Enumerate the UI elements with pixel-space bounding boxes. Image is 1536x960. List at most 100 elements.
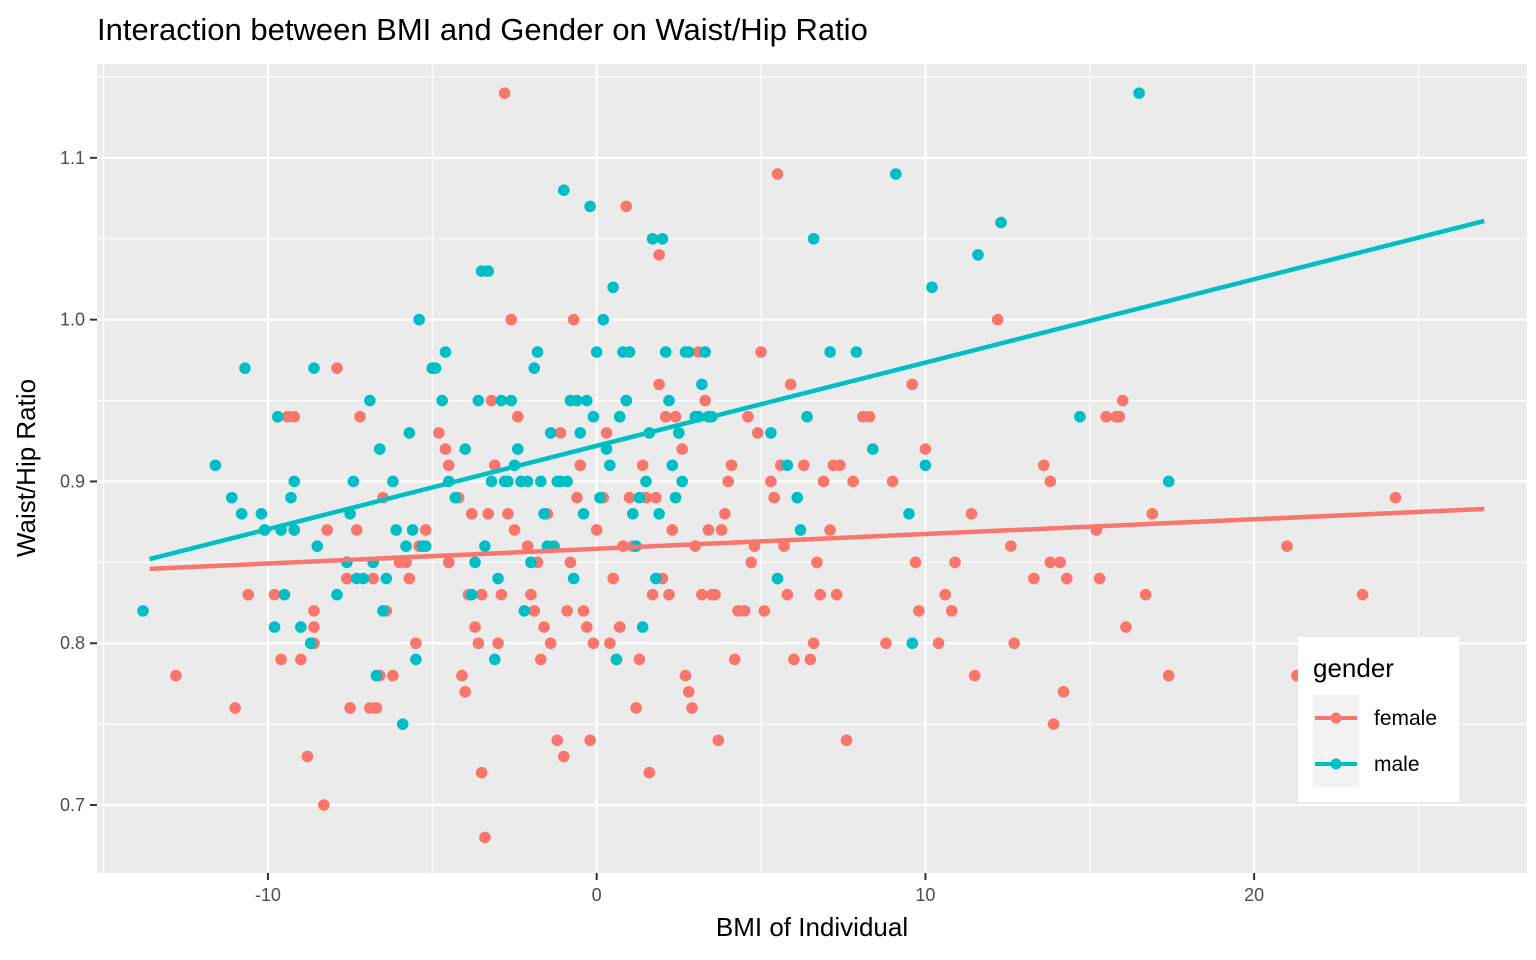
data-point-male xyxy=(304,637,317,650)
data-point-male xyxy=(771,572,784,585)
data-point-female xyxy=(511,410,524,423)
data-point-male xyxy=(429,362,442,374)
data-point-male xyxy=(673,427,685,439)
data-point-female xyxy=(604,637,616,650)
data-point-female xyxy=(738,605,751,617)
data-point-male xyxy=(377,605,389,617)
data-point-female xyxy=(643,766,656,779)
data-point-male xyxy=(646,232,659,245)
data-points xyxy=(137,87,1402,844)
data-point-female xyxy=(1389,491,1402,504)
data-point-male xyxy=(676,475,688,488)
data-point-male xyxy=(824,346,836,358)
data-point-female xyxy=(1057,685,1070,698)
data-point-male xyxy=(538,508,550,520)
data-point-female xyxy=(370,702,383,714)
data-point-female xyxy=(751,427,764,439)
data-point-female xyxy=(492,637,504,650)
data-point-female xyxy=(301,750,314,763)
data-point-female xyxy=(991,313,1004,326)
x-tick-label: 20 xyxy=(1244,885,1264,905)
data-point-male xyxy=(525,556,537,569)
data-point-male xyxy=(801,410,813,423)
data-point-male xyxy=(867,443,879,455)
data-point-male xyxy=(659,346,672,358)
data-point-female xyxy=(229,702,241,714)
data-point-female xyxy=(968,669,981,682)
data-point-male xyxy=(633,491,646,504)
data-point-male xyxy=(587,410,600,423)
data-point-male xyxy=(505,394,518,407)
data-point-male xyxy=(653,508,665,520)
data-point-male xyxy=(1074,410,1086,423)
data-point-male xyxy=(682,346,695,358)
data-point-male xyxy=(521,475,534,488)
legend-dot-female xyxy=(1330,712,1342,724)
data-point-male xyxy=(531,346,544,358)
data-point-female xyxy=(1120,621,1132,633)
data-point-female xyxy=(669,410,682,423)
data-point-female xyxy=(1116,394,1129,407)
major-gridlines xyxy=(97,64,1527,873)
data-point-female xyxy=(331,362,343,374)
data-point-male xyxy=(620,394,633,407)
data-point-male xyxy=(640,475,652,488)
data-point-female xyxy=(1281,540,1293,552)
data-point-female xyxy=(1037,459,1050,472)
data-point-female xyxy=(1054,556,1066,569)
data-point-female xyxy=(725,459,738,472)
x-axis-title: BMI of Individual xyxy=(716,912,908,942)
data-point-male xyxy=(594,491,606,504)
data-point-female xyxy=(170,669,182,682)
fit-lines xyxy=(149,218,1485,572)
data-point-female xyxy=(913,605,925,617)
x-axis: -10 0 10 20 xyxy=(255,873,1264,905)
data-point-female xyxy=(564,556,577,569)
data-point-female xyxy=(788,653,800,666)
data-point-female xyxy=(242,588,255,601)
legend-dot-male xyxy=(1330,758,1342,770)
data-point-female xyxy=(919,443,932,455)
data-point-male xyxy=(919,459,932,472)
data-point-male xyxy=(380,572,393,585)
data-point-female xyxy=(804,653,817,666)
data-point-female xyxy=(288,410,301,423)
data-point-male xyxy=(636,621,649,633)
data-point-female xyxy=(765,475,777,488)
data-point-female xyxy=(666,524,679,536)
y-tick-label: 1.0 xyxy=(60,310,85,330)
data-point-female xyxy=(1139,588,1152,601)
data-point-female xyxy=(722,475,734,488)
data-point-male xyxy=(285,491,297,504)
data-point-female xyxy=(814,588,827,601)
data-point-female xyxy=(465,508,478,520)
data-point-male xyxy=(492,572,504,585)
y-axis: 0.7 0.8 0.9 1.0 1.1 xyxy=(60,148,97,815)
data-point-female xyxy=(1113,410,1126,423)
data-point-female xyxy=(308,621,320,633)
data-point-female xyxy=(807,637,820,650)
data-point-female xyxy=(439,443,452,455)
data-point-male xyxy=(597,313,610,326)
data-point-female xyxy=(949,556,961,569)
data-point-female xyxy=(318,799,330,811)
data-point-male xyxy=(807,232,820,245)
data-point-male xyxy=(288,475,301,488)
data-point-male xyxy=(577,508,590,520)
data-point-male xyxy=(663,394,675,407)
data-point-female xyxy=(620,200,633,213)
data-point-female xyxy=(784,378,797,391)
data-point-female xyxy=(886,475,899,488)
data-point-female xyxy=(1044,475,1057,488)
fit-line-female xyxy=(149,506,1485,572)
data-point-female xyxy=(350,524,363,536)
x-tick-label: -10 xyxy=(255,885,281,905)
data-point-male xyxy=(137,605,149,617)
minor-gridlines xyxy=(97,64,1527,873)
data-point-female xyxy=(945,605,958,617)
data-point-female xyxy=(419,524,432,536)
data-point-female xyxy=(712,734,725,747)
data-point-female xyxy=(653,378,665,391)
data-point-male xyxy=(791,491,804,504)
data-point-male xyxy=(439,346,452,358)
